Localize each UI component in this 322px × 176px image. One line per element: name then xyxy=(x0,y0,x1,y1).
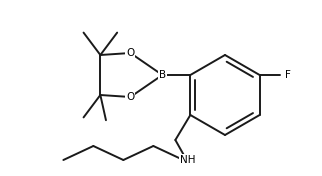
Text: NH: NH xyxy=(180,155,195,165)
Text: F: F xyxy=(285,70,290,80)
Text: B: B xyxy=(159,70,166,80)
Text: O: O xyxy=(126,92,135,102)
Text: O: O xyxy=(126,48,135,58)
